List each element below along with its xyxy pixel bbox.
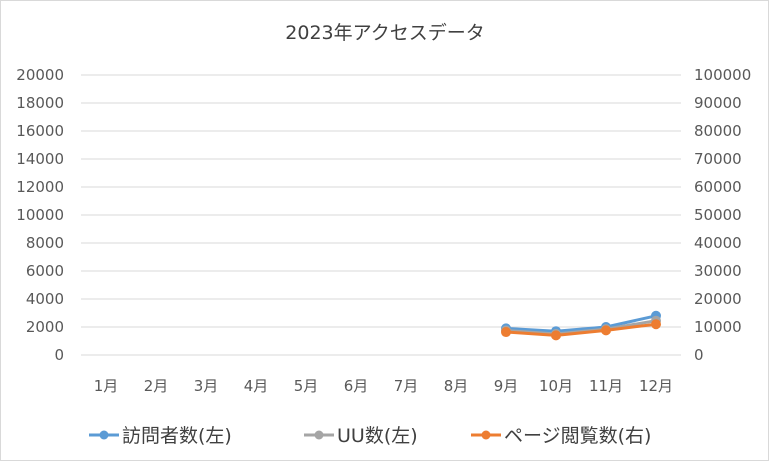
series-line	[504, 322, 658, 337]
legend-marker	[99, 430, 109, 440]
left-axis: 0 2000 4000 6000 8000 10000 12000 14000 16000 180…	[16, 66, 64, 364]
legend-label: ページ閲覧数(右)	[504, 425, 651, 447]
right-tick-label: 100000	[694, 66, 751, 84]
legend-item: UU数(左)	[304, 425, 418, 447]
right-tick-label: 70000	[694, 150, 742, 168]
gridlines	[81, 74, 681, 356]
x-tick-label: 12月	[639, 377, 673, 395]
legend: 訪問者数(左) UU数(左) ページ閲覧数(右)	[89, 425, 651, 447]
legend-item: ページ閲覧数(右)	[471, 425, 651, 447]
x-tick-label: 2月	[144, 377, 169, 395]
right-tick-label: 50000	[694, 206, 742, 224]
x-tick-label: 1月	[94, 377, 119, 395]
chart-title: 2023年アクセスデータ	[285, 22, 484, 44]
right-tick-label: 40000	[694, 234, 742, 252]
left-tick-label: 4000	[26, 290, 64, 308]
left-tick-label: 12000	[16, 178, 64, 196]
right-axis: 0 10000 20000 30000 40000 50000 60000 70000 8000…	[694, 66, 751, 364]
data-point	[651, 319, 661, 330]
left-tick-label: 2000	[26, 318, 64, 336]
x-tick-label: 10月	[539, 377, 573, 395]
x-axis: 1月 2月 3月 4月 5月 6月 7月 8月 9月 10月 11月 12月	[94, 377, 673, 395]
data-point	[501, 327, 511, 338]
x-tick-label: 4月	[244, 377, 269, 395]
series-3	[501, 319, 661, 341]
series-line	[504, 314, 658, 333]
right-tick-label: 0	[694, 346, 704, 364]
series	[501, 310, 661, 341]
x-tick-label: 3月	[194, 377, 219, 395]
data-point	[601, 325, 611, 336]
left-tick-label: 6000	[26, 262, 64, 280]
left-tick-label: 0	[54, 346, 64, 364]
data-point	[551, 330, 561, 341]
left-tick-label: 18000	[16, 94, 64, 112]
left-tick-label: 8000	[26, 234, 64, 252]
left-tick-label: 16000	[16, 122, 64, 140]
x-tick-label: 11月	[589, 377, 623, 395]
legend-label: UU数(左)	[337, 425, 418, 447]
right-tick-label: 10000	[694, 318, 742, 336]
right-tick-label: 60000	[694, 178, 742, 196]
right-tick-label: 20000	[694, 290, 742, 308]
left-tick-label: 14000	[16, 150, 64, 168]
x-tick-label: 8月	[444, 377, 469, 395]
right-tick-label: 80000	[694, 122, 742, 140]
left-tick-label: 10000	[16, 206, 64, 224]
right-tick-label: 30000	[694, 262, 742, 280]
legend-marker	[481, 430, 491, 440]
legend-item: 訪問者数(左)	[89, 425, 232, 447]
legend-label: 訪問者数(左)	[122, 425, 232, 447]
x-tick-label: 9月	[494, 377, 519, 395]
legend-marker	[314, 430, 324, 440]
x-tick-label: 5月	[294, 377, 319, 395]
right-tick-label: 90000	[694, 94, 742, 112]
x-tick-label: 7月	[394, 377, 419, 395]
left-tick-label: 20000	[16, 66, 64, 84]
x-tick-label: 6月	[344, 377, 369, 395]
